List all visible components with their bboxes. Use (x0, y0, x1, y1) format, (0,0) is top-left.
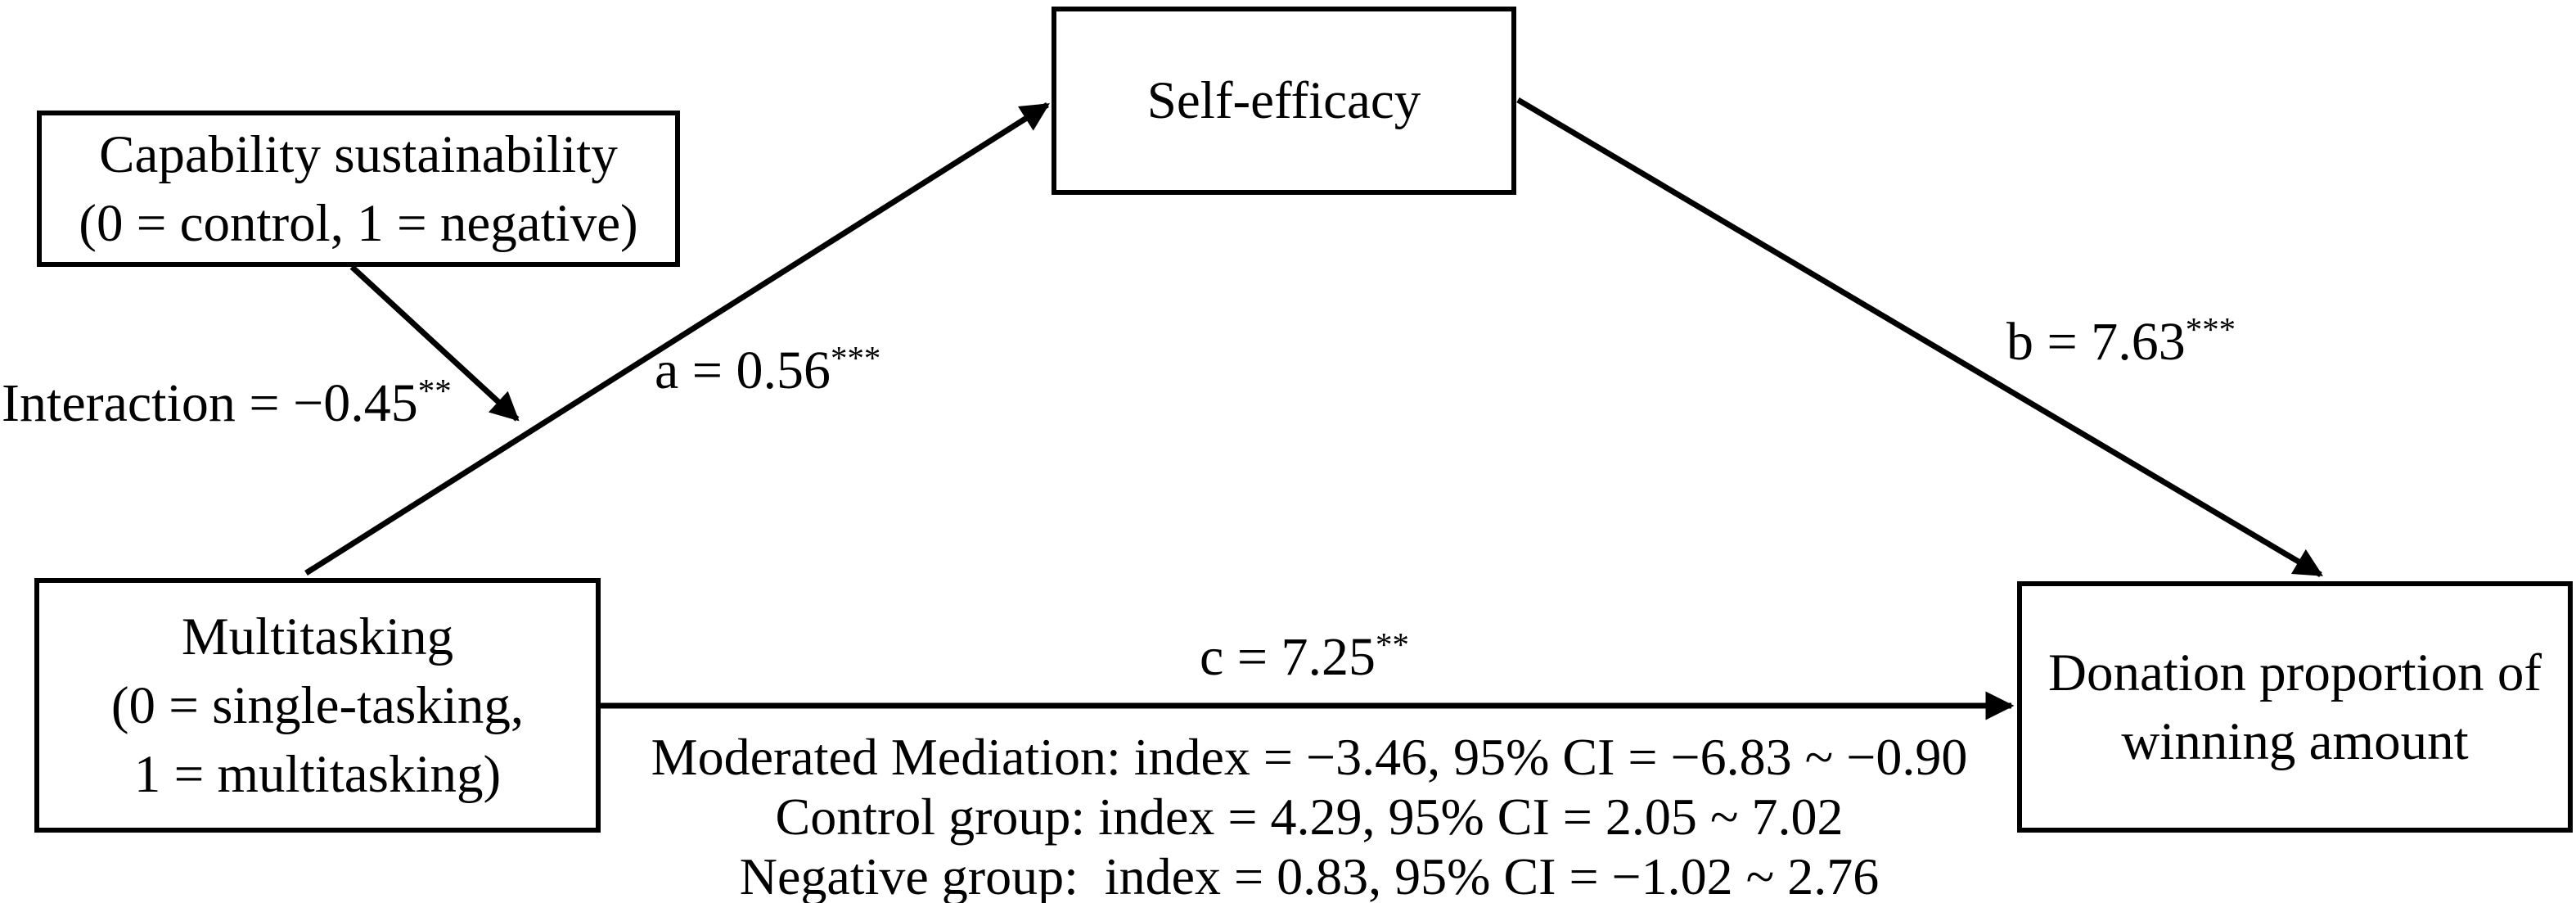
interaction-path-arrow (349, 264, 520, 422)
c-coefficient-label: c = 7.25** (1200, 627, 1409, 688)
interaction-significance-stars: ** (417, 372, 452, 409)
b-path-arrow (1516, 97, 2324, 578)
moderator-box-line: Capability sustainability (99, 124, 618, 184)
a-significance-stars: *** (831, 340, 881, 377)
predictor-box-line: (0 = single-tasking, (110, 675, 525, 735)
moderated-mediation-index-line: Moderated Mediation: index = −3.46, 95% … (651, 728, 1968, 786)
c-coefficient-text: c = 7.25 (1200, 627, 1376, 687)
mediator-box: Self-efficacy (1052, 7, 1516, 195)
a-path-arrow (304, 102, 1050, 576)
c-significance-stars: ** (1376, 626, 1409, 663)
outcome-box-line: winning amount (2121, 711, 2469, 771)
predictor-box-line: 1 = multitasking) (133, 744, 502, 804)
predictor-box: Multitasking (0 = single-tasking, 1 = mu… (34, 578, 601, 833)
predictor-box-line: Multitasking (181, 607, 454, 666)
negative-group-index-line: Negative group: index = 0.83, 95% CI = −… (739, 847, 1880, 903)
interaction-coefficient-text: Interaction = −0.45 (2, 373, 418, 433)
moderator-box: Capability sustainability (0 = control, … (37, 111, 680, 267)
outcome-box-line: Donation proportion of (2048, 643, 2542, 702)
a-coefficient-text: a = 0.56 (655, 341, 831, 400)
control-group-index-line: Control group: index = 4.29, 95% CI = 2.… (775, 788, 1844, 846)
b-significance-stars: *** (2185, 311, 2236, 348)
b-coefficient-label: b = 7.63*** (2006, 312, 2236, 372)
outcome-box: Donation proportion of winning amount (2017, 581, 2573, 833)
mediation-index-notes: Moderated Mediation: index = −3.46, 95% … (614, 727, 2005, 903)
a-coefficient-label: a = 0.56*** (655, 341, 880, 401)
moderator-box-line: (0 = control, 1 = negative) (79, 193, 638, 253)
mediator-box-line: Self-efficacy (1146, 71, 1421, 130)
interaction-coefficient-label: Interaction = −0.45** (2, 373, 452, 434)
b-coefficient-text: b = 7.63 (2006, 312, 2186, 372)
